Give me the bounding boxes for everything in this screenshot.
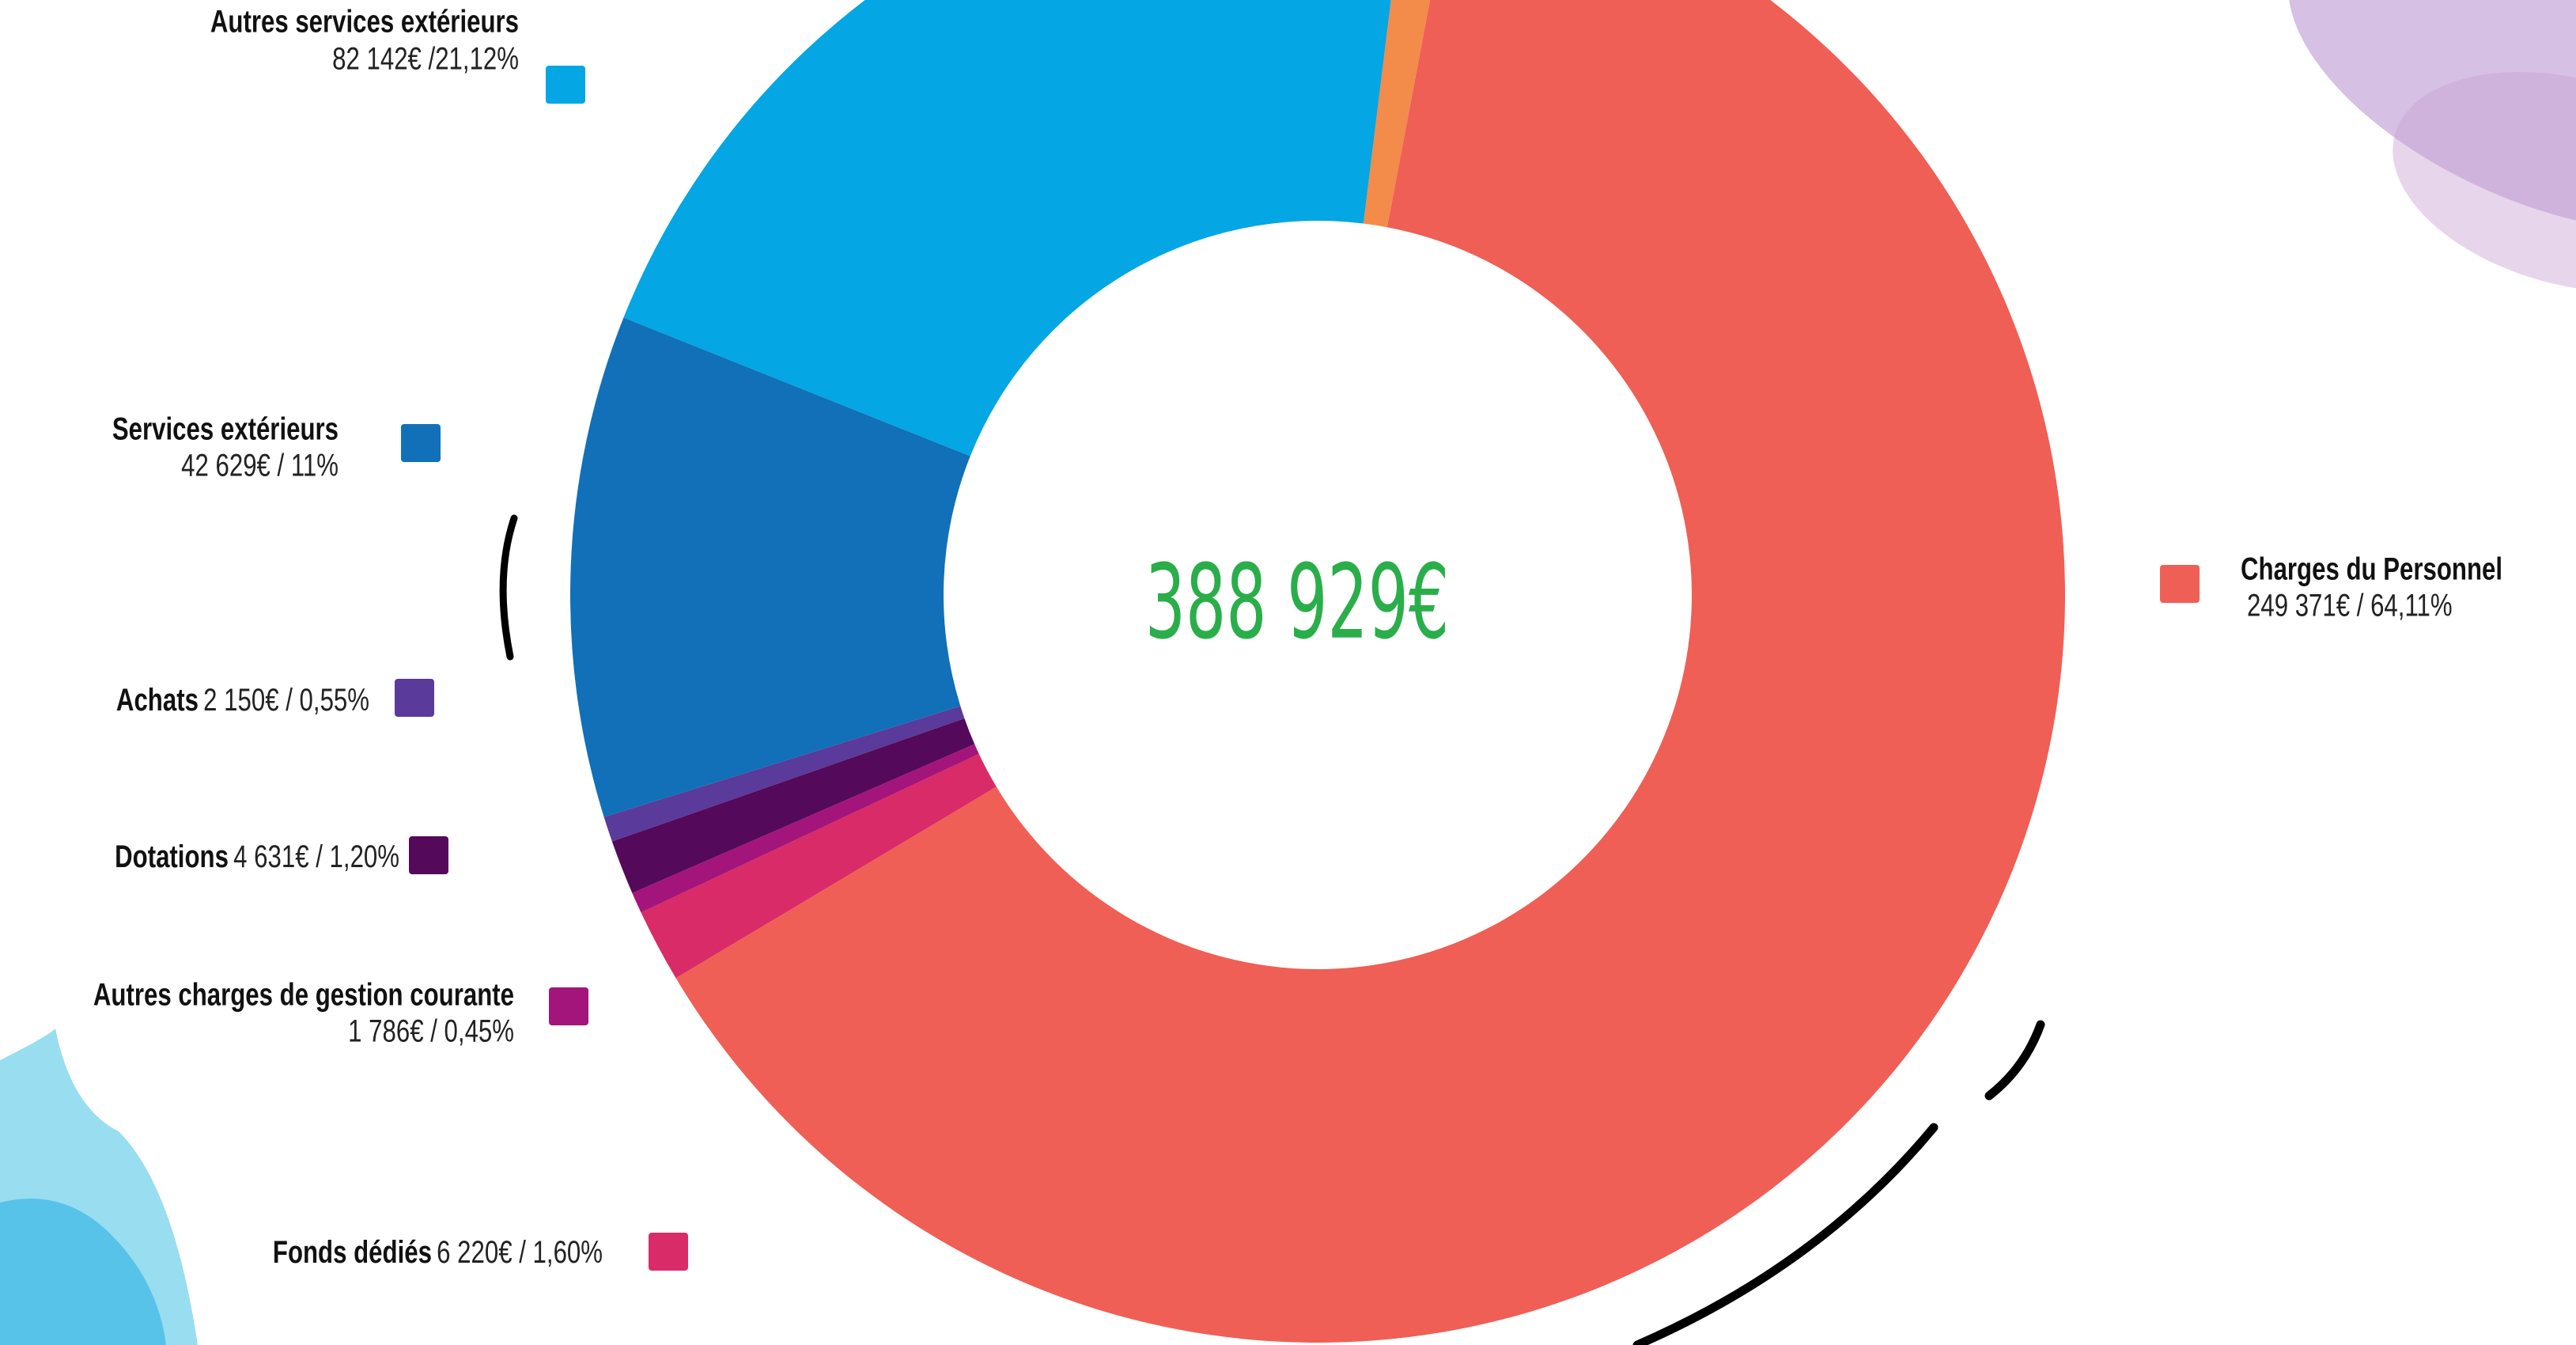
legend-swatch <box>401 424 441 462</box>
legend-name: Achats <box>116 683 199 718</box>
legend-value: 4 631€ / 1,20% <box>233 839 399 875</box>
legend-swatch <box>649 1233 688 1271</box>
legend-value: 1 786€ / 0,45% <box>348 1013 514 1049</box>
legend-name: Fonds dédiés <box>273 1235 432 1271</box>
legend-value: 249 371€ / 64,11% <box>2247 588 2453 623</box>
legend-value: 82 142€ /21,12% <box>332 41 519 77</box>
legend-swatch <box>546 66 585 104</box>
legend-name: Dotations <box>115 839 229 875</box>
legend-value: 2 150€ / 0,55% <box>203 683 369 718</box>
legend-swatch <box>409 836 448 874</box>
legend-name: Services extérieurs <box>112 411 339 447</box>
legend-swatch <box>395 679 434 717</box>
chart: 388 929€ Charges du Personnel249 371€ / … <box>0 0 2576 1345</box>
legend-name: Autres charges de gestion courante <box>93 977 514 1013</box>
legend-value: 42 629€ / 11% <box>181 448 339 483</box>
legend-name: Charges du Personnel <box>2241 551 2502 587</box>
center-total: 388 929€ <box>1145 543 1450 662</box>
legend-swatch <box>549 987 588 1025</box>
legend-name: Autres services extérieurs <box>210 4 519 40</box>
legend-value: 6 220€ / 1,60% <box>437 1235 603 1271</box>
legend-swatch <box>2160 565 2200 603</box>
